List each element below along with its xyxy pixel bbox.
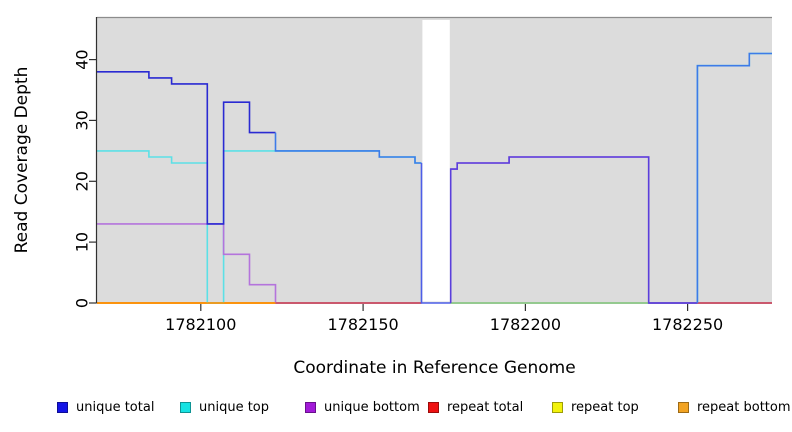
unique-bottom-line bbox=[97, 223, 422, 304]
y-tick-label: 40 bbox=[73, 49, 92, 69]
no-coverage-gap bbox=[422, 20, 450, 302]
x-tick-label: 1782200 bbox=[490, 315, 561, 334]
x-tick-label: 1782150 bbox=[327, 315, 398, 334]
y-axis-title: Read Coverage Depth bbox=[12, 67, 32, 254]
unique-total-line bbox=[696, 52, 772, 303]
x-tick-label: 1782100 bbox=[165, 315, 236, 334]
y-tick-label: 30 bbox=[73, 110, 92, 130]
x-tick-label: 1782250 bbox=[652, 315, 723, 334]
y-tick-label: 20 bbox=[73, 171, 92, 191]
unique-total-line bbox=[420, 163, 451, 304]
unique-total-line bbox=[274, 132, 422, 164]
y-tick-label: 10 bbox=[73, 232, 92, 252]
y-tick-label: 0 bbox=[73, 298, 92, 308]
x-axis-title: Coordinate in Reference Genome bbox=[293, 358, 575, 378]
unique-total-line bbox=[449, 156, 698, 304]
unique-total-line bbox=[97, 71, 276, 225]
